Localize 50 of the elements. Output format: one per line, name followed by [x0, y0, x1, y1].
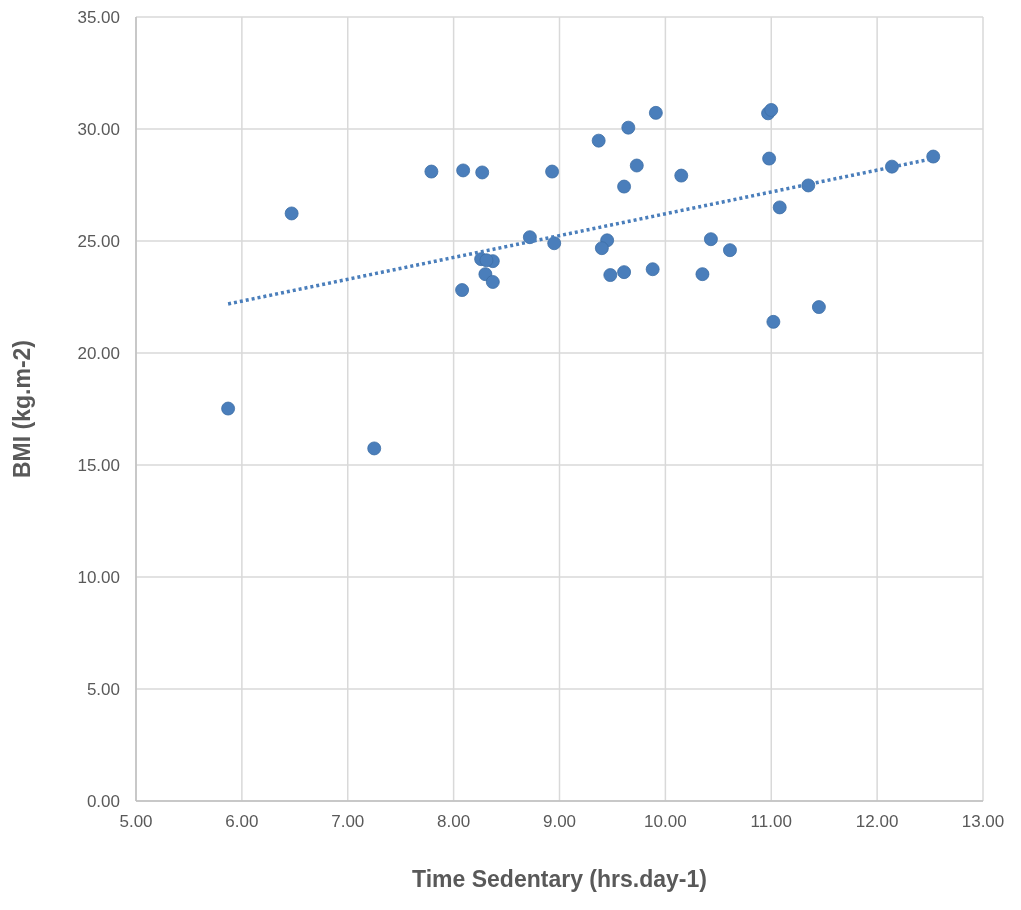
point [485, 275, 500, 289]
point [648, 105, 663, 120]
x-tick-label: 13.00 [961, 812, 1005, 832]
point [475, 165, 490, 180]
x-tick-label: 9.00 [542, 812, 577, 832]
y-tick-label: 10.00 [77, 568, 120, 588]
point [284, 206, 299, 221]
point [617, 265, 631, 280]
y-axis-title: BMI (kg.m-2) [9, 340, 36, 478]
point [456, 163, 471, 178]
point [695, 267, 710, 282]
point [455, 283, 469, 297]
x-tick-label: 8.00 [437, 812, 471, 832]
point [723, 243, 737, 258]
point [591, 133, 606, 148]
point [479, 253, 494, 268]
point [674, 168, 689, 183]
x-tick-label: 6.00 [225, 812, 259, 832]
point [547, 236, 562, 251]
y-tick-label: 5.00 [86, 680, 120, 700]
x-tick-label: 12.00 [855, 812, 899, 832]
y-tick-label: 35.00 [77, 8, 120, 28]
point [621, 120, 636, 135]
x-tick-label: 5.00 [119, 812, 153, 832]
point [424, 164, 439, 179]
point [704, 232, 718, 247]
y-tick-label: 20.00 [77, 344, 120, 364]
point [926, 149, 941, 164]
point [811, 300, 826, 314]
point [522, 230, 537, 245]
point [772, 200, 787, 215]
x-tick-label: 7.00 [331, 812, 365, 832]
y-tick-label: 25.00 [77, 232, 120, 252]
point [645, 262, 660, 277]
point [764, 103, 779, 117]
point [545, 164, 559, 179]
point [766, 314, 781, 329]
y-tick-label: 0.00 [86, 792, 120, 812]
y-tick-label: 15.00 [77, 456, 120, 476]
point [762, 151, 777, 166]
point [221, 401, 236, 416]
point [594, 241, 609, 256]
y-tick-label: 30.00 [77, 120, 120, 140]
x-axis-title: Time Sedentary (hrs.day-1) [412, 866, 707, 892]
point [603, 268, 618, 282]
point [367, 441, 382, 456]
x-tick-label: 10.00 [644, 812, 687, 832]
x-tick-label: 11.00 [750, 812, 792, 832]
point [629, 158, 644, 173]
point [617, 179, 631, 194]
